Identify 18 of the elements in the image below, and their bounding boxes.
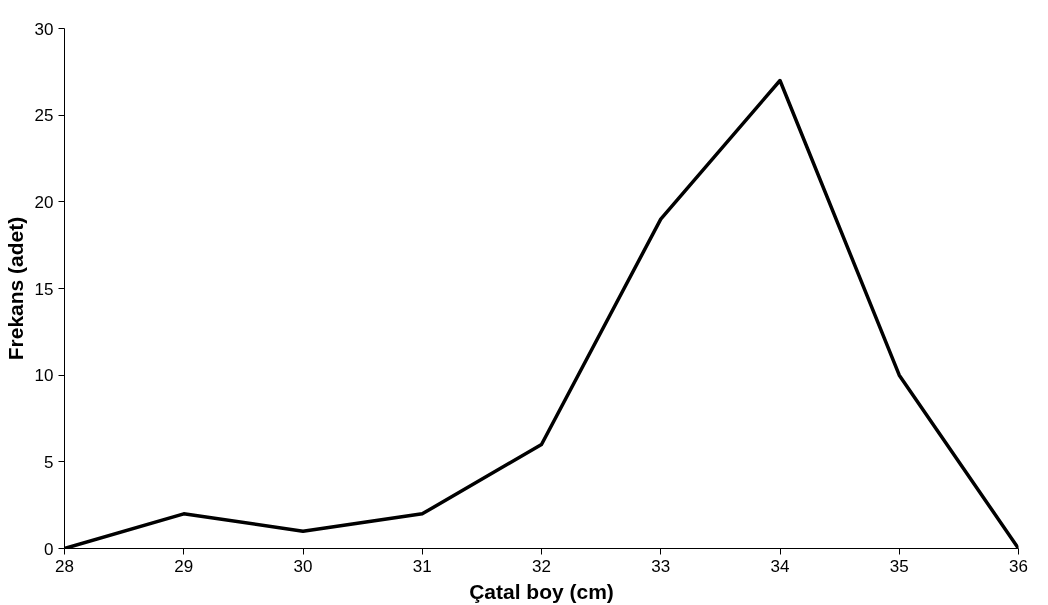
x-tick-label: 34 (770, 556, 790, 576)
y-tick-label: 25 (34, 106, 54, 126)
y-tick-label: 30 (34, 19, 54, 39)
y-axis-title: Frekans (adet) (3, 216, 27, 361)
x-tick-label: 33 (651, 556, 671, 576)
x-axis-title: Çatal boy (cm) (469, 579, 614, 603)
x-tick-label: 30 (293, 556, 313, 576)
x-tick-label: 28 (55, 556, 74, 576)
y-tick-label: 15 (34, 279, 54, 299)
x-tick-label: 36 (1009, 556, 1028, 576)
x-tick-label: 32 (532, 556, 551, 576)
y-tick-label: 5 (44, 452, 54, 472)
x-tick-label: 31 (412, 556, 432, 576)
y-tick-label: 20 (34, 192, 54, 212)
x-tick-label: 29 (174, 556, 194, 576)
x-tick-label: 35 (889, 556, 909, 576)
y-tick-label: 0 (44, 539, 54, 559)
y-tick-label: 10 (34, 366, 54, 386)
